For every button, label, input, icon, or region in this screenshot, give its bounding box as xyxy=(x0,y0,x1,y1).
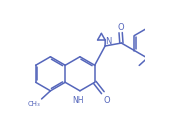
Text: NH: NH xyxy=(73,95,84,104)
Text: N: N xyxy=(105,37,112,46)
Text: O: O xyxy=(117,22,124,31)
Text: O: O xyxy=(104,95,110,104)
Text: CH₃: CH₃ xyxy=(28,100,41,106)
